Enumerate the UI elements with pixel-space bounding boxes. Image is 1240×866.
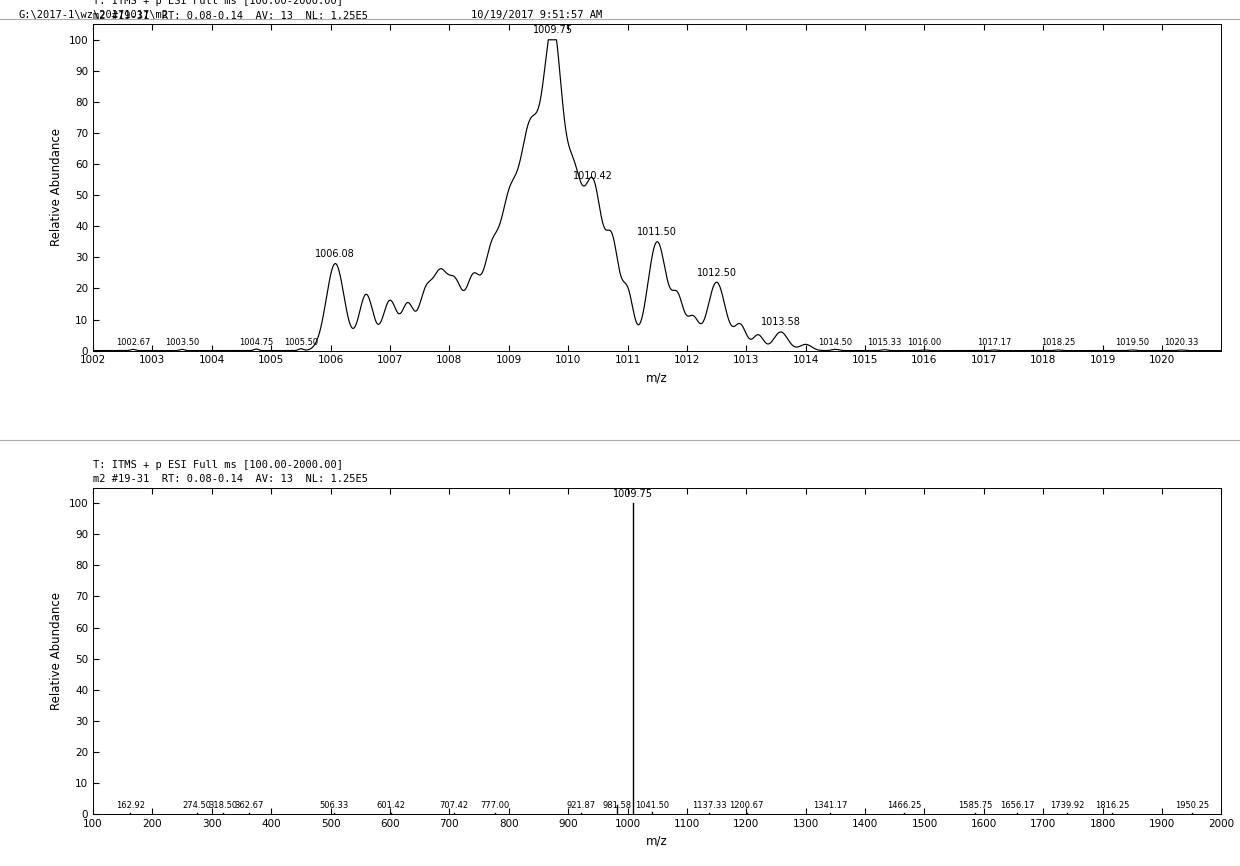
Text: 1017.17: 1017.17	[977, 338, 1011, 347]
Text: 1012.50: 1012.50	[697, 268, 737, 278]
Text: 707.42: 707.42	[439, 801, 469, 811]
Text: m2 #19-31  RT: 0.08-0.14  AV: 13  NL: 1.25E5: m2 #19-31 RT: 0.08-0.14 AV: 13 NL: 1.25E…	[93, 11, 368, 21]
Text: 1002.67: 1002.67	[115, 338, 150, 347]
Text: 1816.25: 1816.25	[1095, 801, 1130, 811]
Text: T: ITMS + p ESI Full ms [100.00-2000.00]: T: ITMS + p ESI Full ms [100.00-2000.00]	[93, 460, 343, 469]
Text: 921.87: 921.87	[567, 801, 595, 811]
Text: 777.00: 777.00	[480, 801, 510, 811]
Text: 1137.33: 1137.33	[692, 801, 727, 811]
Text: 1009.75: 1009.75	[533, 25, 573, 36]
Text: 1005.50: 1005.50	[284, 338, 317, 347]
Text: 362.67: 362.67	[234, 801, 264, 811]
Text: 1011.50: 1011.50	[637, 227, 677, 237]
Text: 1014.50: 1014.50	[818, 338, 852, 347]
Text: 1585.75: 1585.75	[959, 801, 992, 811]
Text: 1010.42: 1010.42	[573, 171, 613, 181]
Text: 1656.17: 1656.17	[999, 801, 1034, 811]
Text: 1018.25: 1018.25	[1040, 338, 1075, 347]
Text: 1003.50: 1003.50	[165, 338, 200, 347]
Y-axis label: Relative Abundance: Relative Abundance	[50, 128, 63, 247]
Text: 601.42: 601.42	[376, 801, 405, 811]
Text: 1041.50: 1041.50	[635, 801, 670, 811]
X-axis label: m/z: m/z	[646, 835, 668, 848]
Text: 318.50: 318.50	[208, 801, 237, 811]
Text: 1020.33: 1020.33	[1164, 338, 1199, 347]
Text: 1009.75: 1009.75	[614, 488, 653, 499]
Text: m2 #19-31  RT: 0.08-0.14  AV: 13  NL: 1.25E5: m2 #19-31 RT: 0.08-0.14 AV: 13 NL: 1.25E…	[93, 475, 368, 484]
Text: 1739.92: 1739.92	[1050, 801, 1084, 811]
Text: 1341.17: 1341.17	[813, 801, 847, 811]
Text: 1006.08: 1006.08	[315, 249, 355, 259]
Text: 274.50: 274.50	[182, 801, 211, 811]
Text: 10/19/2017 9:51:57 AM: 10/19/2017 9:51:57 AM	[471, 10, 603, 21]
X-axis label: m/z: m/z	[646, 371, 668, 384]
Text: 1019.50: 1019.50	[1115, 338, 1149, 347]
Text: 1016.00: 1016.00	[908, 338, 941, 347]
Text: 162.92: 162.92	[115, 801, 145, 811]
Text: 506.33: 506.33	[320, 801, 348, 811]
Text: 1004.75: 1004.75	[239, 338, 274, 347]
Text: 981.58: 981.58	[601, 801, 631, 811]
Text: 1013.58: 1013.58	[761, 317, 801, 327]
Text: 1950.25: 1950.25	[1174, 801, 1209, 811]
Text: G:\2017-1\wz\20171017\m2: G:\2017-1\wz\20171017\m2	[19, 10, 169, 21]
Text: 1015.33: 1015.33	[868, 338, 901, 347]
Y-axis label: Relative Abundance: Relative Abundance	[50, 591, 63, 710]
Text: 1466.25: 1466.25	[888, 801, 921, 811]
Text: 1200.67: 1200.67	[729, 801, 764, 811]
Text: T: ITMS + p ESI Full ms [100.00-2000.00]: T: ITMS + p ESI Full ms [100.00-2000.00]	[93, 0, 343, 6]
